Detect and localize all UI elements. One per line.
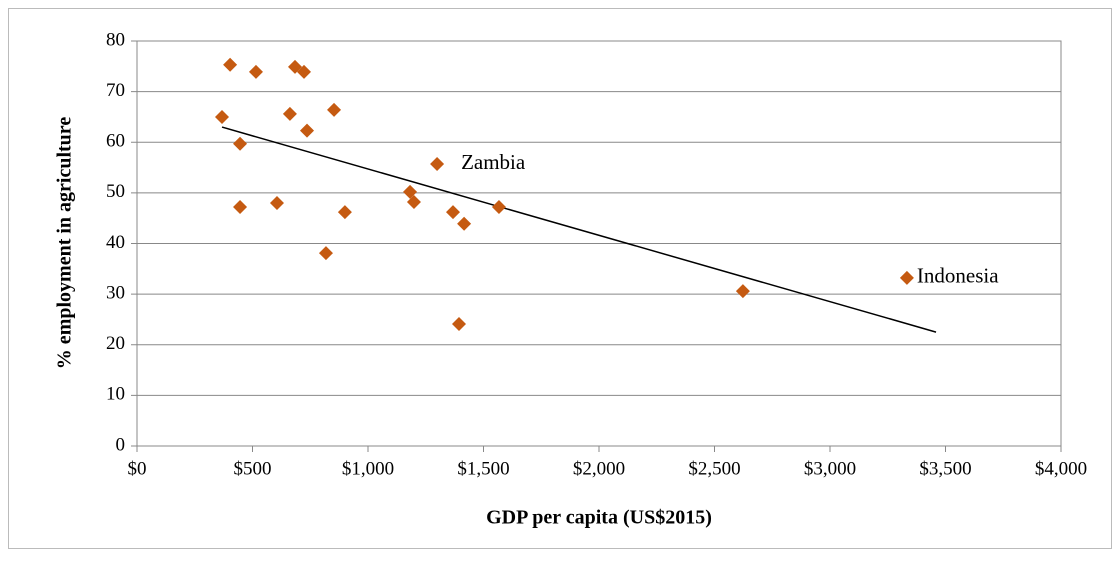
point [215, 109, 230, 124]
y-tick-label: 30 [106, 282, 125, 303]
point [282, 106, 297, 121]
x-tick-label: $500 [234, 458, 272, 479]
point [297, 64, 312, 79]
x-tick-label: $2,500 [688, 458, 740, 479]
point [288, 59, 303, 74]
point [223, 57, 238, 72]
point [406, 194, 421, 209]
point [446, 205, 461, 220]
point [403, 184, 418, 199]
x-tick-label: $1,000 [342, 458, 394, 479]
point [233, 136, 248, 151]
chart-frame [8, 8, 1112, 549]
point [327, 102, 342, 117]
point [318, 246, 333, 261]
x-tick-label: $2,000 [573, 458, 625, 479]
x-tick-label: $0 [128, 458, 147, 479]
x-tick-label: $1,500 [457, 458, 509, 479]
point [491, 200, 506, 215]
point [735, 284, 750, 299]
annotation: Zambia [461, 150, 526, 174]
point [337, 205, 352, 220]
x-axis-title: GDP per capita (US$2015) [486, 507, 712, 529]
trendline [221, 126, 937, 333]
point [233, 200, 248, 215]
point [430, 157, 445, 172]
y-tick-label: 20 [106, 333, 125, 354]
y-tick-label: 10 [106, 384, 125, 405]
point [452, 316, 467, 331]
point [457, 216, 472, 231]
x-tick-label: $4,000 [1035, 458, 1087, 479]
annotation: Indonesia [917, 264, 999, 288]
y-tick-label: 40 [106, 232, 125, 253]
y-axis-title: % employment in agriculture [54, 117, 76, 370]
y-tick-label: 50 [106, 181, 125, 202]
y-tick-label: 0 [116, 434, 126, 455]
point [248, 64, 263, 79]
point [300, 123, 315, 138]
y-tick-label: 60 [106, 131, 125, 152]
y-tick-label: 70 [106, 80, 125, 101]
x-tick-label: $3,500 [919, 458, 971, 479]
x-tick-label: $3,000 [804, 458, 856, 479]
point [269, 196, 284, 210]
point [899, 270, 914, 285]
y-tick-label: 80 [106, 29, 125, 50]
